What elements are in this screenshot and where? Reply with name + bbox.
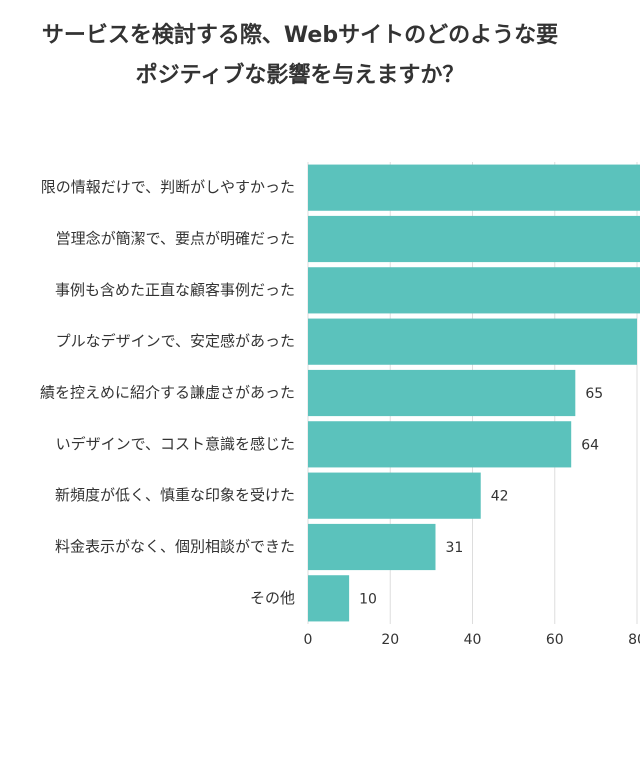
bar [308, 369, 576, 417]
bar [308, 318, 637, 365]
bar [308, 215, 640, 263]
y-tick-label: 料金表示がなく、個別相談ができた [55, 538, 295, 556]
value-label: 10 [359, 591, 377, 607]
x-tick-label: 80 [628, 632, 640, 648]
x-tick-label: 60 [546, 632, 564, 648]
bar [308, 267, 640, 314]
value-label: 31 [445, 540, 463, 556]
bar [308, 164, 640, 211]
x-tick-label: 0 [304, 632, 313, 648]
value-label: 65 [585, 386, 603, 402]
bar [308, 523, 436, 571]
bar [308, 575, 350, 622]
y-tick-label: いデザインで、コスト意識を感じた [56, 435, 295, 453]
chart-title: ポジティブな影響を与えますか？ [136, 62, 465, 88]
y-tick-label: 績を控えめに紹介する謙虚さがあった [40, 384, 295, 402]
x-tick-label: 40 [464, 632, 482, 648]
value-label: 64 [581, 437, 599, 453]
bar [308, 421, 572, 468]
x-tick-label: 20 [381, 632, 399, 648]
y-tick-label: プルなデザインで、安定感があった [56, 332, 295, 350]
y-tick-label: その他 [250, 589, 295, 607]
y-tick-label: 新頻度が低く、慎重な印象を受けた [55, 486, 295, 504]
y-tick-label: 営理念が簡潔で、要点が明確だった [56, 230, 295, 248]
y-tick-label: 事例も含めた正直な顧客事例だった [55, 281, 295, 299]
y-tick-label: 限の情報だけで、判断がしやすかった [41, 178, 295, 196]
bar [308, 472, 481, 519]
chart-title: サービスを検討する際、Webサイトのどのような要 [42, 22, 558, 48]
value-label: 42 [491, 489, 509, 505]
